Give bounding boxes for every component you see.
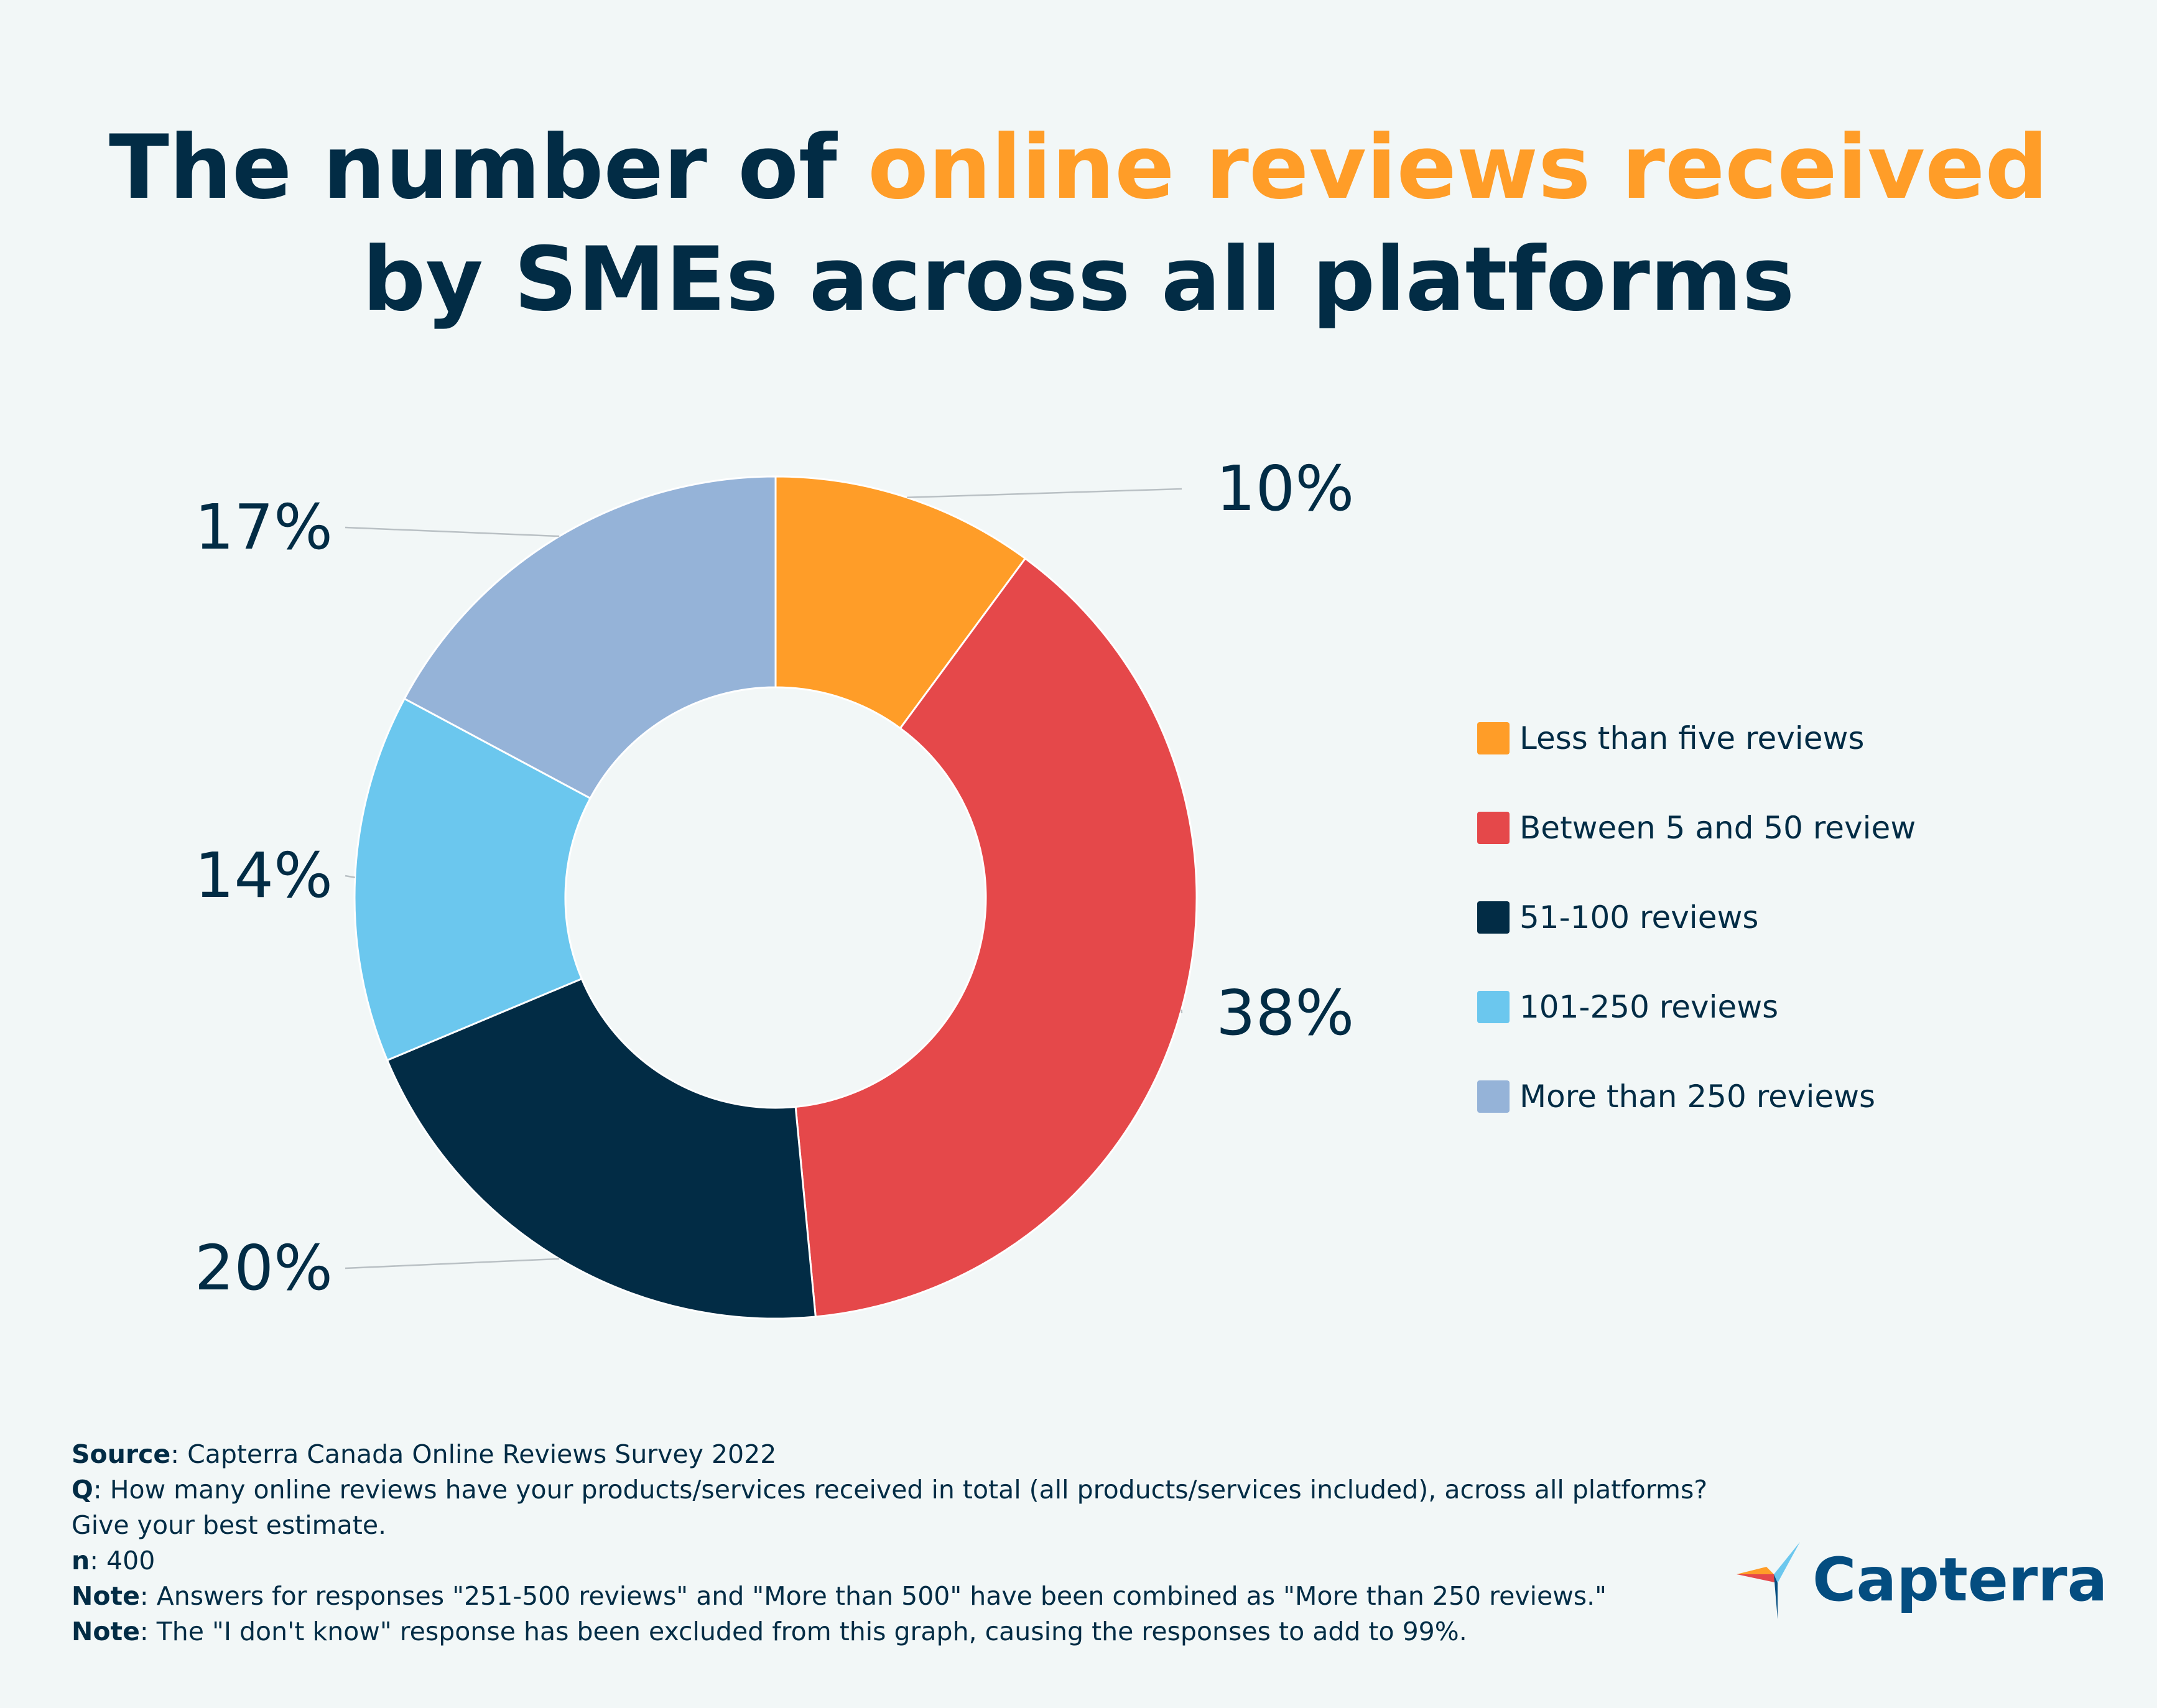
- legend-label: Between 5 and 50 review: [1519, 810, 1916, 846]
- title-line2: by SMEs across all platforms: [362, 228, 1795, 331]
- legend-swatch: [1477, 1080, 1510, 1113]
- legend-swatch: [1477, 722, 1510, 754]
- donut-slice: [794, 557, 1198, 1318]
- logo-text: Capterra: [1812, 1545, 2108, 1615]
- percent-label: 10%: [1216, 452, 1354, 525]
- note-key: n: [72, 1546, 90, 1576]
- note-line: n: 400: [72, 1543, 1714, 1579]
- legend-item: Less than five reviews: [1477, 694, 1916, 783]
- legend-item: Between 5 and 50 review: [1477, 783, 1916, 873]
- note-text: : Answers for responses "251-500 reviews…: [139, 1581, 1607, 1611]
- legend-label: More than 250 reviews: [1519, 1079, 1876, 1115]
- note-text: : How many online reviews have your prod…: [72, 1475, 1708, 1540]
- note-key: Q: [72, 1475, 93, 1505]
- note-text: : Capterra Canada Online Reviews Survey …: [170, 1439, 777, 1469]
- legend-swatch: [1477, 812, 1510, 844]
- note-line: Source: Capterra Canada Online Reviews S…: [72, 1437, 1714, 1472]
- legend-item: 101-250 reviews: [1477, 962, 1916, 1052]
- leader-line: [907, 488, 1182, 499]
- legend-swatch: [1477, 991, 1510, 1023]
- percent-label: 14%: [195, 839, 333, 912]
- legend-label: 101-250 reviews: [1519, 989, 1779, 1025]
- note-key: Note: [72, 1581, 140, 1611]
- title-part1: The number of: [109, 116, 868, 219]
- capterra-logo: Capterra: [1735, 1539, 2107, 1620]
- legend-swatch: [1477, 901, 1510, 934]
- legend: Less than five reviews Between 5 and 50 …: [1477, 694, 1916, 1141]
- donut-slice: [386, 977, 817, 1320]
- percent-label: 17%: [195, 491, 333, 564]
- leader-line: [345, 875, 355, 879]
- leader-line: [345, 1258, 560, 1269]
- donut-slice: [353, 697, 592, 1062]
- note-text: : The "I don't know" response has been e…: [139, 1617, 1467, 1646]
- legend-label: Less than five reviews: [1519, 720, 1865, 756]
- legend-item: 51-100 reviews: [1477, 873, 1916, 962]
- title-highlight: online reviews received: [868, 116, 2048, 219]
- note-text: : 400: [90, 1546, 155, 1576]
- legend-item: More than 250 reviews: [1477, 1052, 1916, 1141]
- donut-slice: [403, 475, 777, 800]
- chart-title: The number of online reviews received by…: [0, 112, 2157, 336]
- donut-slice: [774, 475, 1027, 730]
- note-line: Note: The "I don't know" response has be…: [72, 1614, 1714, 1650]
- legend-label: 51-100 reviews: [1519, 899, 1759, 935]
- capterra-arrow-icon: [1737, 1542, 1800, 1619]
- note-line: Q: How many online reviews have your pro…: [72, 1472, 1714, 1543]
- leader-line: [345, 526, 560, 537]
- percent-label: 38%: [1216, 977, 1354, 1049]
- note-key: Note: [72, 1617, 140, 1646]
- percent-label: 20%: [195, 1232, 333, 1304]
- note-key: Source: [72, 1439, 171, 1469]
- note-line: Note: Answers for responses "251-500 rev…: [72, 1579, 1714, 1614]
- source-notes: Source: Capterra Canada Online Reviews S…: [72, 1437, 1714, 1650]
